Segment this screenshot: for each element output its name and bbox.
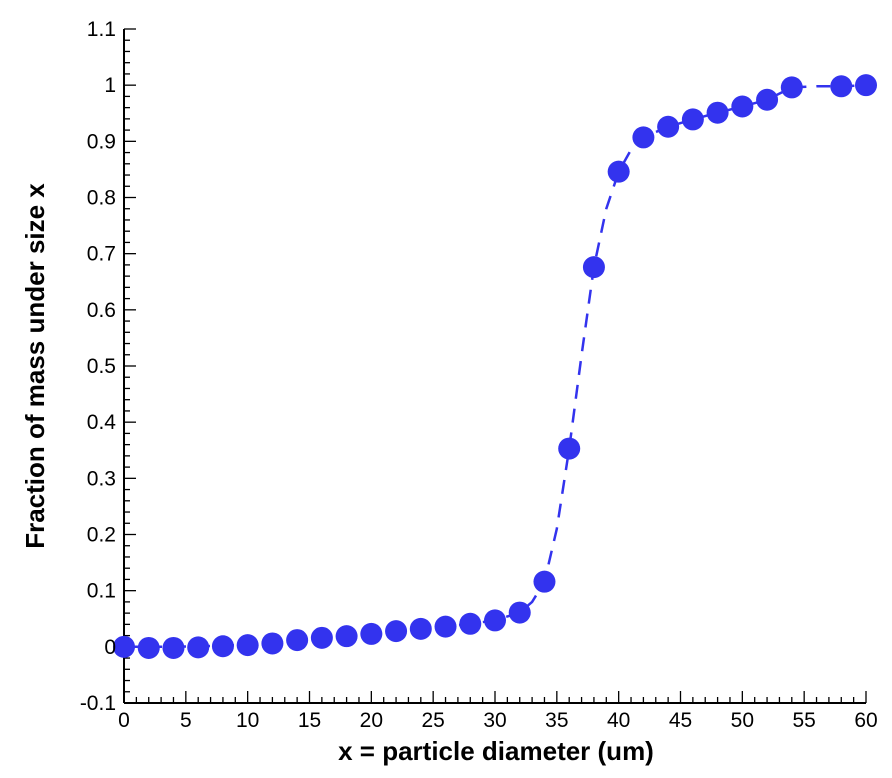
data-point	[607, 160, 630, 183]
data-point	[459, 612, 482, 635]
x-tick-label: 20	[360, 709, 383, 732]
x-tick-label: 15	[298, 709, 321, 732]
y-tick-label: 0	[104, 636, 116, 659]
data-point	[657, 115, 680, 138]
data-point	[706, 101, 729, 124]
data-point	[137, 636, 160, 659]
data-point	[310, 626, 333, 649]
data-point	[335, 625, 358, 648]
data-point	[731, 95, 754, 118]
data-point	[632, 126, 655, 149]
y-tick-label: -0.1	[80, 692, 116, 715]
data-point	[236, 634, 259, 657]
x-tick-label: 35	[545, 709, 568, 732]
x-tick-label: 45	[669, 709, 692, 732]
data-point	[533, 570, 556, 593]
data-point	[409, 617, 432, 640]
y-tick-label: 0.7	[87, 243, 116, 266]
data-point	[113, 635, 135, 658]
data-point	[286, 629, 309, 652]
data-point	[558, 437, 581, 460]
axes	[123, 29, 866, 704]
y-tick-label: 0.9	[87, 130, 116, 153]
data-point	[582, 256, 605, 279]
y-tick-label: 0.6	[87, 299, 116, 322]
data-point	[681, 108, 704, 131]
data-point	[484, 609, 506, 632]
data-point	[756, 88, 779, 111]
x-tick-label: 10	[236, 709, 259, 732]
data-points	[113, 74, 877, 659]
y-tick-label: 0.1	[87, 580, 116, 603]
data-point	[385, 620, 408, 643]
data-point	[211, 635, 234, 658]
x-tick-label: 50	[731, 709, 754, 732]
data-point	[855, 74, 877, 97]
data-point	[162, 636, 185, 659]
data-point	[434, 615, 457, 638]
x-tick-label: 30	[483, 709, 506, 732]
x-axis-title: x = particle diameter (um)	[338, 736, 654, 766]
data-point	[261, 632, 284, 655]
x-tick-label: 60	[854, 709, 877, 732]
y-tick-label: 0.4	[87, 411, 117, 434]
data-point	[360, 622, 383, 645]
data-point	[508, 601, 531, 624]
data-point	[830, 75, 853, 98]
dashed-fit-line	[124, 83, 867, 649]
x-tick-label: 5	[180, 709, 192, 732]
tick-labels: 0 5 10 15 20 25 30 35 40 45 50 55 60-0.100.10.20.30.…	[80, 18, 878, 732]
y-tick-label: 1.1	[87, 18, 116, 41]
y-tick-label: 0.5	[87, 355, 116, 378]
y-axis-title: Fraction of mass under size x	[20, 183, 50, 549]
y-tick-label: 0.2	[87, 524, 116, 547]
x-tick-label: 40	[607, 709, 630, 732]
ticks	[123, 28, 867, 704]
y-tick-label: 0.8	[87, 187, 116, 210]
fit-line	[124, 83, 867, 649]
y-tick-label: 0.3	[87, 467, 116, 490]
y-tick-label: 1	[104, 74, 116, 97]
x-tick-label: 25	[421, 709, 444, 732]
data-point	[780, 76, 803, 99]
x-tick-label: 55	[792, 709, 815, 732]
data-point	[187, 636, 210, 659]
x-tick-label: 0	[118, 709, 130, 732]
